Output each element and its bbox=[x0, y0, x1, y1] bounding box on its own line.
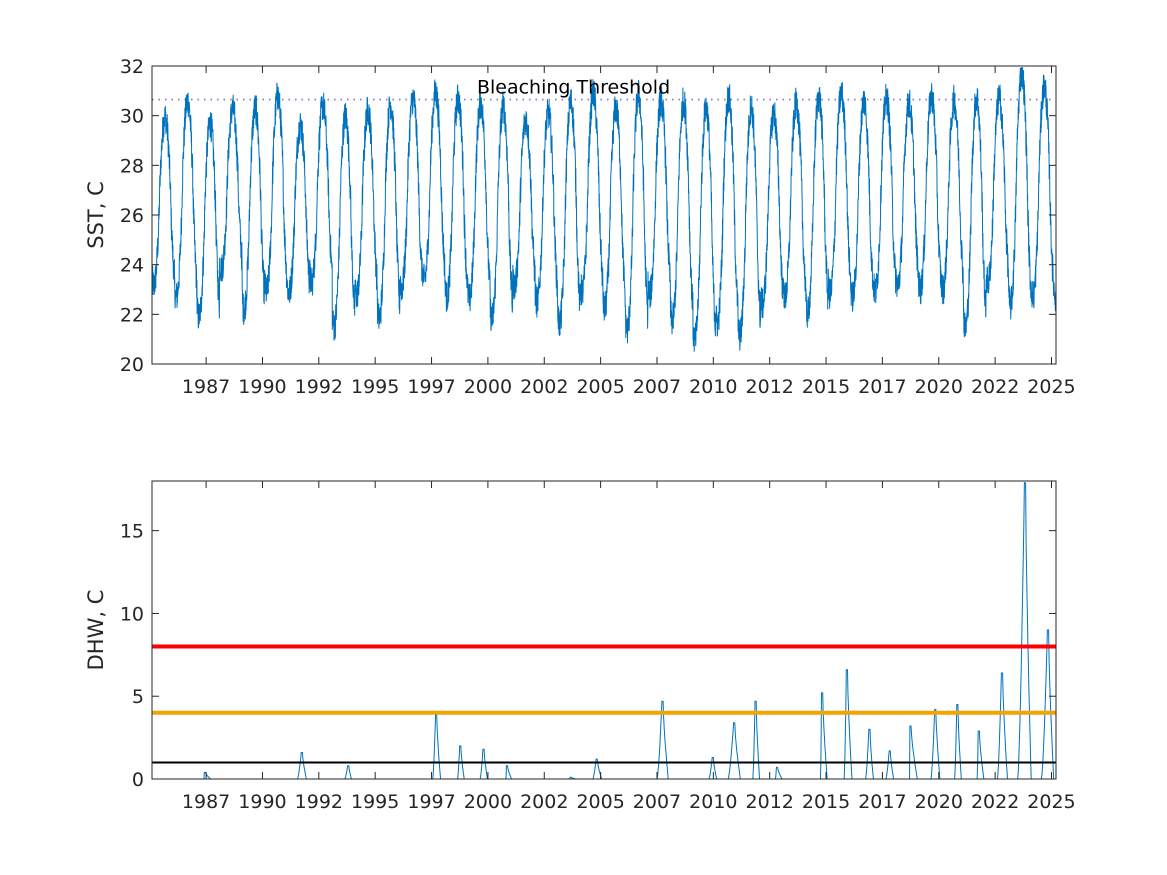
sst-xtick-label: 1995 bbox=[351, 376, 399, 398]
dhw-reference-lines bbox=[152, 644, 1056, 764]
dhw-series-line bbox=[152, 482, 1056, 780]
sst-ytick-label: 20 bbox=[120, 354, 144, 376]
dhw-xtick-label: 2015 bbox=[802, 791, 850, 813]
dhw-xtick-label: 1987 bbox=[182, 791, 230, 813]
dhw-xtick-label: 1992 bbox=[295, 791, 343, 813]
sst-y-axis-label: SST, C bbox=[84, 181, 108, 249]
bleaching-threshold-label: Bleaching Threshold bbox=[477, 76, 670, 98]
dhw-ytick-label: 10 bbox=[120, 603, 144, 625]
dhw-y-ticks: 0 5 10 15 bbox=[120, 521, 1056, 791]
sst-series-line bbox=[151, 67, 1057, 352]
sst-ytick-label: 28 bbox=[120, 155, 144, 177]
dhw-xtick-label: 2007 bbox=[633, 791, 681, 813]
sst-ytick-label: 22 bbox=[120, 304, 144, 326]
sst-ytick-label: 26 bbox=[120, 205, 144, 227]
sst-xtick-label: 2005 bbox=[576, 376, 624, 398]
dhw-xtick-label: 1995 bbox=[351, 791, 399, 813]
dhw-panel: 0 5 10 15 1987 1990 1992 1995 1997 2000 2002 2005 2… bbox=[84, 480, 1076, 813]
dhw-xtick-label: 2005 bbox=[576, 791, 624, 813]
dhw-series-group bbox=[152, 482, 1056, 780]
dhw-xtick-label: 2010 bbox=[689, 791, 737, 813]
sst-xtick-label: 2012 bbox=[746, 376, 794, 398]
sst-xtick-label: 1990 bbox=[238, 376, 286, 398]
dhw-x-ticks: 1987 1990 1992 1995 1997 2000 2002 2005 2007 2010… bbox=[182, 481, 1076, 813]
dhw-xtick-label: 2000 bbox=[464, 791, 512, 813]
dhw-ytick-label: 15 bbox=[120, 521, 144, 543]
sst-xtick-label: 2007 bbox=[633, 376, 681, 398]
sst-xtick-label: 2000 bbox=[464, 376, 512, 398]
dhw-xtick-label: 2017 bbox=[858, 791, 906, 813]
sst-xtick-label: 2010 bbox=[689, 376, 737, 398]
sst-y-ticks: 20 22 24 26 28 30 32 bbox=[120, 56, 1056, 376]
sst-xtick-label: 2022 bbox=[971, 376, 1019, 398]
sst-ytick-label: 30 bbox=[120, 106, 144, 128]
sst-xtick-label: 2015 bbox=[802, 376, 850, 398]
dhw-xtick-label: 1990 bbox=[238, 791, 286, 813]
dhw-xtick-label: 2025 bbox=[1027, 791, 1075, 813]
sst-xtick-label: 2020 bbox=[915, 376, 963, 398]
sst-xtick-label: 1992 bbox=[295, 376, 343, 398]
sst-xtick-label: 2002 bbox=[520, 376, 568, 398]
dhw-xtick-label: 2022 bbox=[971, 791, 1019, 813]
sst-x-ticks: 1987 1990 1992 1995 1997 2000 2002 2005 2007 2010… bbox=[182, 66, 1076, 398]
sst-ytick-label: 24 bbox=[120, 255, 144, 277]
dhw-axes-box bbox=[151, 480, 1057, 780]
sst-xtick-label: 1997 bbox=[407, 376, 455, 398]
sst-xtick-label: 2025 bbox=[1027, 376, 1075, 398]
dhw-plot-area bbox=[152, 481, 1056, 779]
dhw-xtick-label: 2002 bbox=[520, 791, 568, 813]
dhw-ytick-label: 0 bbox=[132, 769, 144, 791]
sst-ytick-label: 32 bbox=[120, 56, 144, 78]
dhw-y-axis-label: DHW, C bbox=[84, 590, 108, 671]
dhw-ytick-label: 5 bbox=[132, 686, 144, 708]
dhw-xtick-label: 2020 bbox=[915, 791, 963, 813]
sst-xtick-label: 2017 bbox=[858, 376, 906, 398]
sst-series-group bbox=[151, 67, 1057, 352]
dhw-xtick-label: 2012 bbox=[746, 791, 794, 813]
sst-xtick-label: 1987 bbox=[182, 376, 230, 398]
dhw-xtick-label: 1997 bbox=[407, 791, 455, 813]
